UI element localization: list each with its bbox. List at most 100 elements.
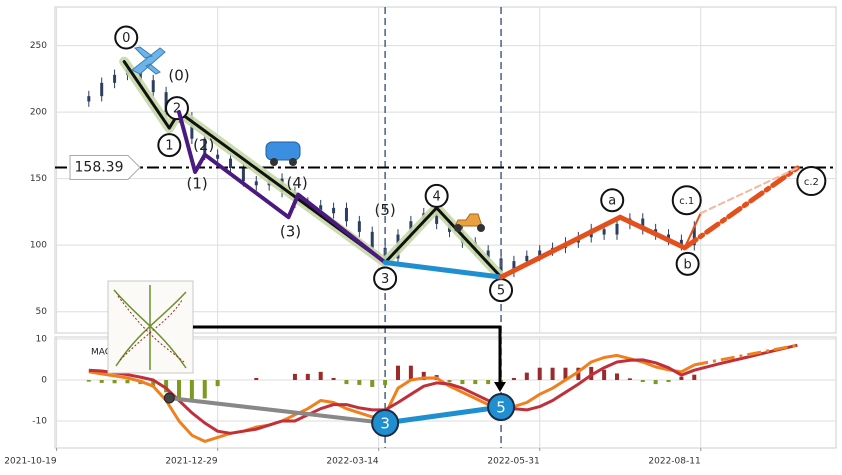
level-label-box	[69, 154, 141, 180]
wave-label-circle	[487, 393, 516, 422]
candle-body	[164, 92, 168, 113]
wave-label: b	[683, 257, 691, 272]
histogram-bar	[395, 365, 400, 381]
histogram-bar	[370, 380, 375, 387]
wave-label: (1)	[186, 174, 207, 192]
histogram-bar	[215, 380, 220, 387]
wave-label-circle	[796, 166, 827, 197]
plot-frame	[54, 336, 837, 449]
candle-body	[409, 221, 413, 235]
y-tick-label: 0	[41, 376, 47, 386]
histogram-bar	[189, 380, 194, 403]
histogram-bar	[383, 380, 388, 385]
y-tick-label: 200	[30, 108, 47, 118]
car-icon	[265, 141, 301, 161]
wave-label-circle	[157, 133, 182, 158]
x-tick-label: 2022-03-14	[326, 457, 379, 467]
y-tick-label: -10	[32, 416, 47, 426]
histogram-bar	[614, 373, 619, 381]
candle-body	[151, 80, 155, 93]
candle-body	[602, 229, 606, 235]
candle-body	[254, 181, 258, 186]
car-wheel	[270, 158, 278, 166]
wave-line	[177, 110, 388, 265]
y-tick-label: 150	[30, 174, 47, 184]
candle-body	[87, 96, 91, 102]
plot-frame	[54, 6, 837, 334]
x-tick-label: 2021-10-19	[4, 457, 57, 467]
histogram-bar	[563, 367, 568, 381]
wave-line	[382, 260, 504, 280]
candle-body	[435, 213, 439, 224]
candle-body	[512, 261, 516, 272]
wave-line	[382, 404, 504, 426]
histogram-bar	[666, 380, 671, 383]
wave-label: c.1	[679, 196, 694, 207]
x-tick-label: 2022-05-31	[487, 457, 539, 467]
wave-point	[163, 392, 175, 404]
wave-label: 5	[497, 284, 505, 299]
wave-label-circle	[373, 266, 398, 291]
histogram-bar	[640, 380, 645, 383]
car-wheel	[289, 158, 297, 166]
histogram-bar	[344, 380, 349, 385]
wave-label-circle	[371, 409, 400, 438]
connector	[193, 325, 502, 385]
wave-label: (0)	[168, 67, 189, 85]
wave-label-circle	[675, 251, 700, 276]
histogram-bar	[486, 380, 491, 385]
plane-icon	[131, 46, 166, 75]
wave-line	[699, 167, 799, 215]
wave-line	[498, 214, 688, 280]
candle-body	[679, 239, 683, 246]
decorations	[107, 46, 506, 392]
y-tick-label: 10	[36, 335, 48, 345]
candle-body	[203, 138, 207, 155]
candle-body	[100, 82, 104, 97]
wave-label: 4	[433, 189, 441, 204]
candle-body	[615, 223, 619, 235]
histogram-bar	[537, 367, 542, 381]
scooter-wheel	[477, 224, 485, 232]
scooter-wheel	[454, 224, 462, 232]
candle-body	[692, 226, 696, 246]
wave-label: (5)	[374, 201, 395, 219]
candle-body	[190, 117, 194, 139]
macd-line	[88, 343, 798, 435]
candle-body	[641, 218, 645, 230]
candle-body	[241, 168, 245, 182]
histogram-bar	[692, 374, 697, 381]
wave-label: c.2	[804, 177, 819, 188]
histogram-bar	[473, 380, 478, 385]
histogram-bar	[331, 377, 336, 381]
histogram-bar	[164, 380, 169, 393]
candle-body	[229, 158, 233, 169]
wave-label-circle	[164, 96, 189, 121]
candle-body	[370, 231, 374, 248]
wave-line	[122, 60, 503, 279]
histogram-bar	[176, 380, 181, 401]
candle-body	[319, 205, 323, 214]
candle-body	[486, 250, 490, 259]
wave-label: 1	[165, 139, 173, 154]
candle-body	[667, 234, 671, 240]
candle-body	[216, 154, 220, 159]
wave-label-circle	[671, 185, 702, 216]
wave-label: 2	[173, 102, 181, 117]
connector-arrow	[494, 382, 506, 392]
histogram-bar	[254, 377, 259, 381]
wave-line	[167, 396, 388, 425]
histogram-bar	[318, 371, 323, 381]
histogram-bar	[679, 376, 684, 381]
wave-label: 3	[381, 272, 389, 287]
histogram-bar	[602, 369, 607, 381]
y-tick-label: 250	[30, 41, 47, 51]
histogram-bar	[511, 377, 516, 381]
histogram-bar	[202, 380, 207, 399]
histogram-bar	[408, 365, 413, 381]
candle-body	[332, 207, 336, 214]
histogram-bar	[151, 380, 156, 387]
inset-drawing	[117, 295, 185, 363]
